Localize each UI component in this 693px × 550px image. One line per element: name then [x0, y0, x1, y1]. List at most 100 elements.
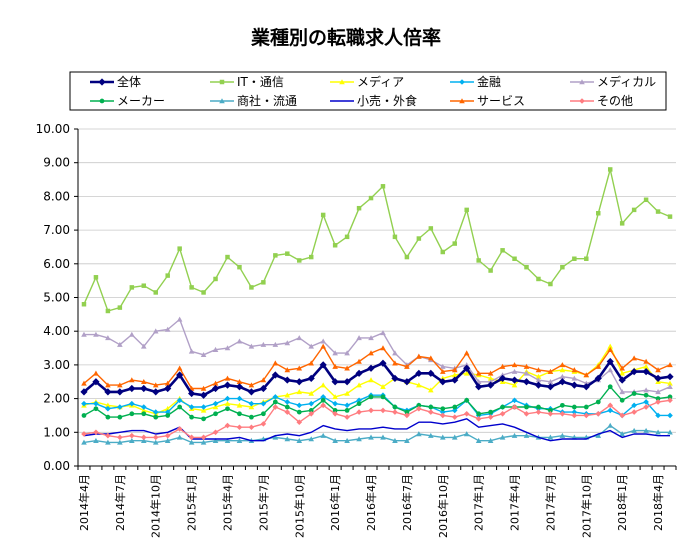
data-point — [153, 290, 158, 295]
data-point — [344, 350, 350, 356]
data-point — [619, 365, 625, 371]
data-point — [92, 378, 100, 386]
data-point — [140, 378, 147, 384]
data-point — [152, 439, 159, 445]
data-point — [572, 256, 577, 261]
data-point — [81, 331, 87, 337]
data-point — [81, 400, 87, 407]
data-point — [619, 370, 625, 376]
data-point — [464, 397, 470, 403]
legend-item: 金融 — [450, 74, 501, 89]
data-point — [619, 389, 625, 395]
data-point — [522, 378, 531, 386]
data-point — [332, 350, 338, 356]
data-point — [368, 335, 374, 341]
data-point — [344, 408, 350, 413]
data-point — [296, 437, 303, 443]
series-0 — [80, 357, 674, 399]
data-point — [224, 422, 231, 429]
data-point — [571, 412, 578, 419]
data-point — [117, 404, 123, 410]
data-point — [224, 375, 231, 381]
data-point — [487, 437, 494, 443]
data-point — [559, 410, 566, 417]
data-point — [595, 363, 602, 369]
x-tick-label: 2014年7月 — [113, 474, 127, 531]
data-point — [488, 409, 493, 415]
data-point — [224, 437, 231, 443]
data-point — [500, 404, 505, 410]
data-point — [105, 414, 111, 420]
chart-title: 業種別の転職求人倍率 — [250, 26, 441, 49]
data-point — [404, 412, 410, 419]
data-point — [536, 276, 541, 282]
data-point — [392, 360, 398, 366]
data-point — [320, 338, 326, 344]
data-point — [284, 367, 291, 373]
data-point — [199, 391, 208, 399]
data-point — [128, 384, 136, 393]
data-point — [440, 249, 446, 255]
data-point — [152, 388, 160, 396]
data-point — [607, 384, 613, 390]
data-point — [631, 207, 637, 213]
series-line — [83, 345, 671, 390]
data-point — [165, 413, 171, 418]
data-point — [452, 241, 457, 246]
data-point — [320, 343, 326, 349]
legend-marker — [459, 79, 465, 85]
series-line — [83, 168, 671, 312]
data-point — [643, 392, 649, 398]
data-point — [655, 367, 661, 373]
data-point — [104, 388, 112, 396]
data-point — [273, 253, 278, 258]
legend-item: サービス — [450, 94, 525, 108]
data-point — [93, 400, 99, 407]
data-point — [188, 389, 196, 398]
data-point — [487, 414, 494, 420]
data-point — [105, 382, 111, 388]
data-point — [296, 419, 303, 425]
data-point — [117, 382, 123, 388]
data-point — [535, 409, 542, 415]
data-point — [548, 408, 553, 413]
x-tick-label: 2016年1月 — [328, 474, 342, 531]
data-point — [428, 404, 434, 410]
y-tick-label: 8.00 — [43, 189, 70, 203]
data-point — [547, 434, 554, 440]
data-point — [332, 394, 338, 400]
x-tick-label: 2015年10月 — [292, 474, 306, 538]
data-point — [500, 248, 505, 253]
data-point — [189, 414, 194, 420]
data-point — [392, 350, 398, 356]
data-point — [224, 400, 231, 406]
data-point — [308, 408, 314, 413]
data-point — [356, 401, 362, 407]
data-point — [284, 399, 291, 405]
data-point — [380, 345, 386, 351]
data-point — [510, 376, 519, 384]
legend-item: メディカル — [570, 74, 656, 89]
data-point — [643, 404, 649, 410]
data-point — [607, 343, 614, 349]
data-point — [416, 405, 422, 412]
data-point — [188, 348, 195, 354]
data-point — [571, 367, 578, 373]
data-point — [380, 184, 386, 189]
data-point — [129, 285, 135, 290]
data-point — [105, 402, 111, 408]
data-point — [117, 414, 123, 420]
legend-item: メディア — [330, 74, 404, 89]
data-point — [308, 360, 315, 366]
x-tick-label: 2018年1月 — [615, 474, 629, 531]
legend-marker — [579, 79, 585, 85]
data-point — [606, 357, 614, 366]
data-point — [367, 364, 375, 372]
x-tick-label: 2015年1月 — [185, 474, 199, 531]
data-point — [201, 290, 206, 295]
data-point — [319, 361, 327, 369]
data-point — [368, 434, 374, 440]
data-point — [428, 355, 434, 361]
data-point — [307, 374, 315, 382]
data-point — [164, 405, 171, 411]
